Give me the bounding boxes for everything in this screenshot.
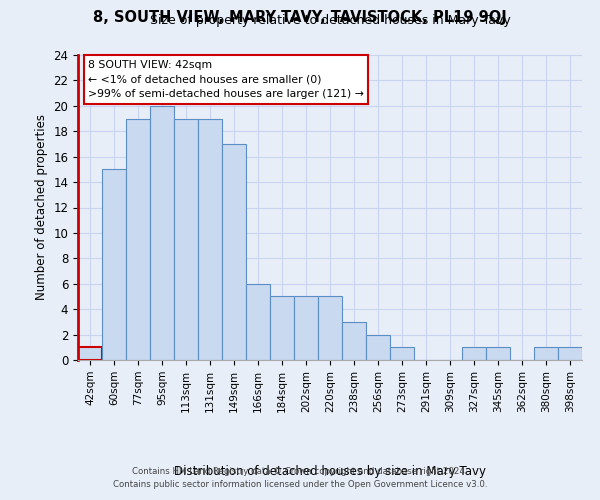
Bar	[102, 170, 126, 360]
Y-axis label: Number of detached properties: Number of detached properties	[35, 114, 48, 300]
Bar	[126, 118, 150, 360]
Bar	[342, 322, 366, 360]
Text: Contains HM Land Registry data © Crown copyright and database right 2024.
Contai: Contains HM Land Registry data © Crown c…	[113, 468, 487, 489]
Title: Size of property relative to detached houses in Mary Tavy: Size of property relative to detached ho…	[149, 14, 511, 28]
X-axis label: Distribution of detached houses by size in Mary Tavy: Distribution of detached houses by size …	[174, 464, 486, 477]
Bar	[174, 118, 198, 360]
Bar	[150, 106, 174, 360]
Bar	[366, 334, 390, 360]
Bar	[294, 296, 318, 360]
Bar	[462, 348, 486, 360]
Bar	[246, 284, 270, 360]
Text: 8 SOUTH VIEW: 42sqm
← <1% of detached houses are smaller (0)
>99% of semi-detach: 8 SOUTH VIEW: 42sqm ← <1% of detached ho…	[88, 60, 364, 99]
Text: 8, SOUTH VIEW, MARY TAVY, TAVISTOCK, PL19 9QJ: 8, SOUTH VIEW, MARY TAVY, TAVISTOCK, PL1…	[93, 10, 507, 25]
Bar	[318, 296, 342, 360]
Bar	[486, 348, 510, 360]
Bar	[534, 348, 558, 360]
Bar	[222, 144, 246, 360]
Bar	[390, 348, 414, 360]
Bar	[198, 118, 222, 360]
Bar	[270, 296, 294, 360]
Bar	[78, 348, 102, 360]
Bar	[558, 348, 582, 360]
